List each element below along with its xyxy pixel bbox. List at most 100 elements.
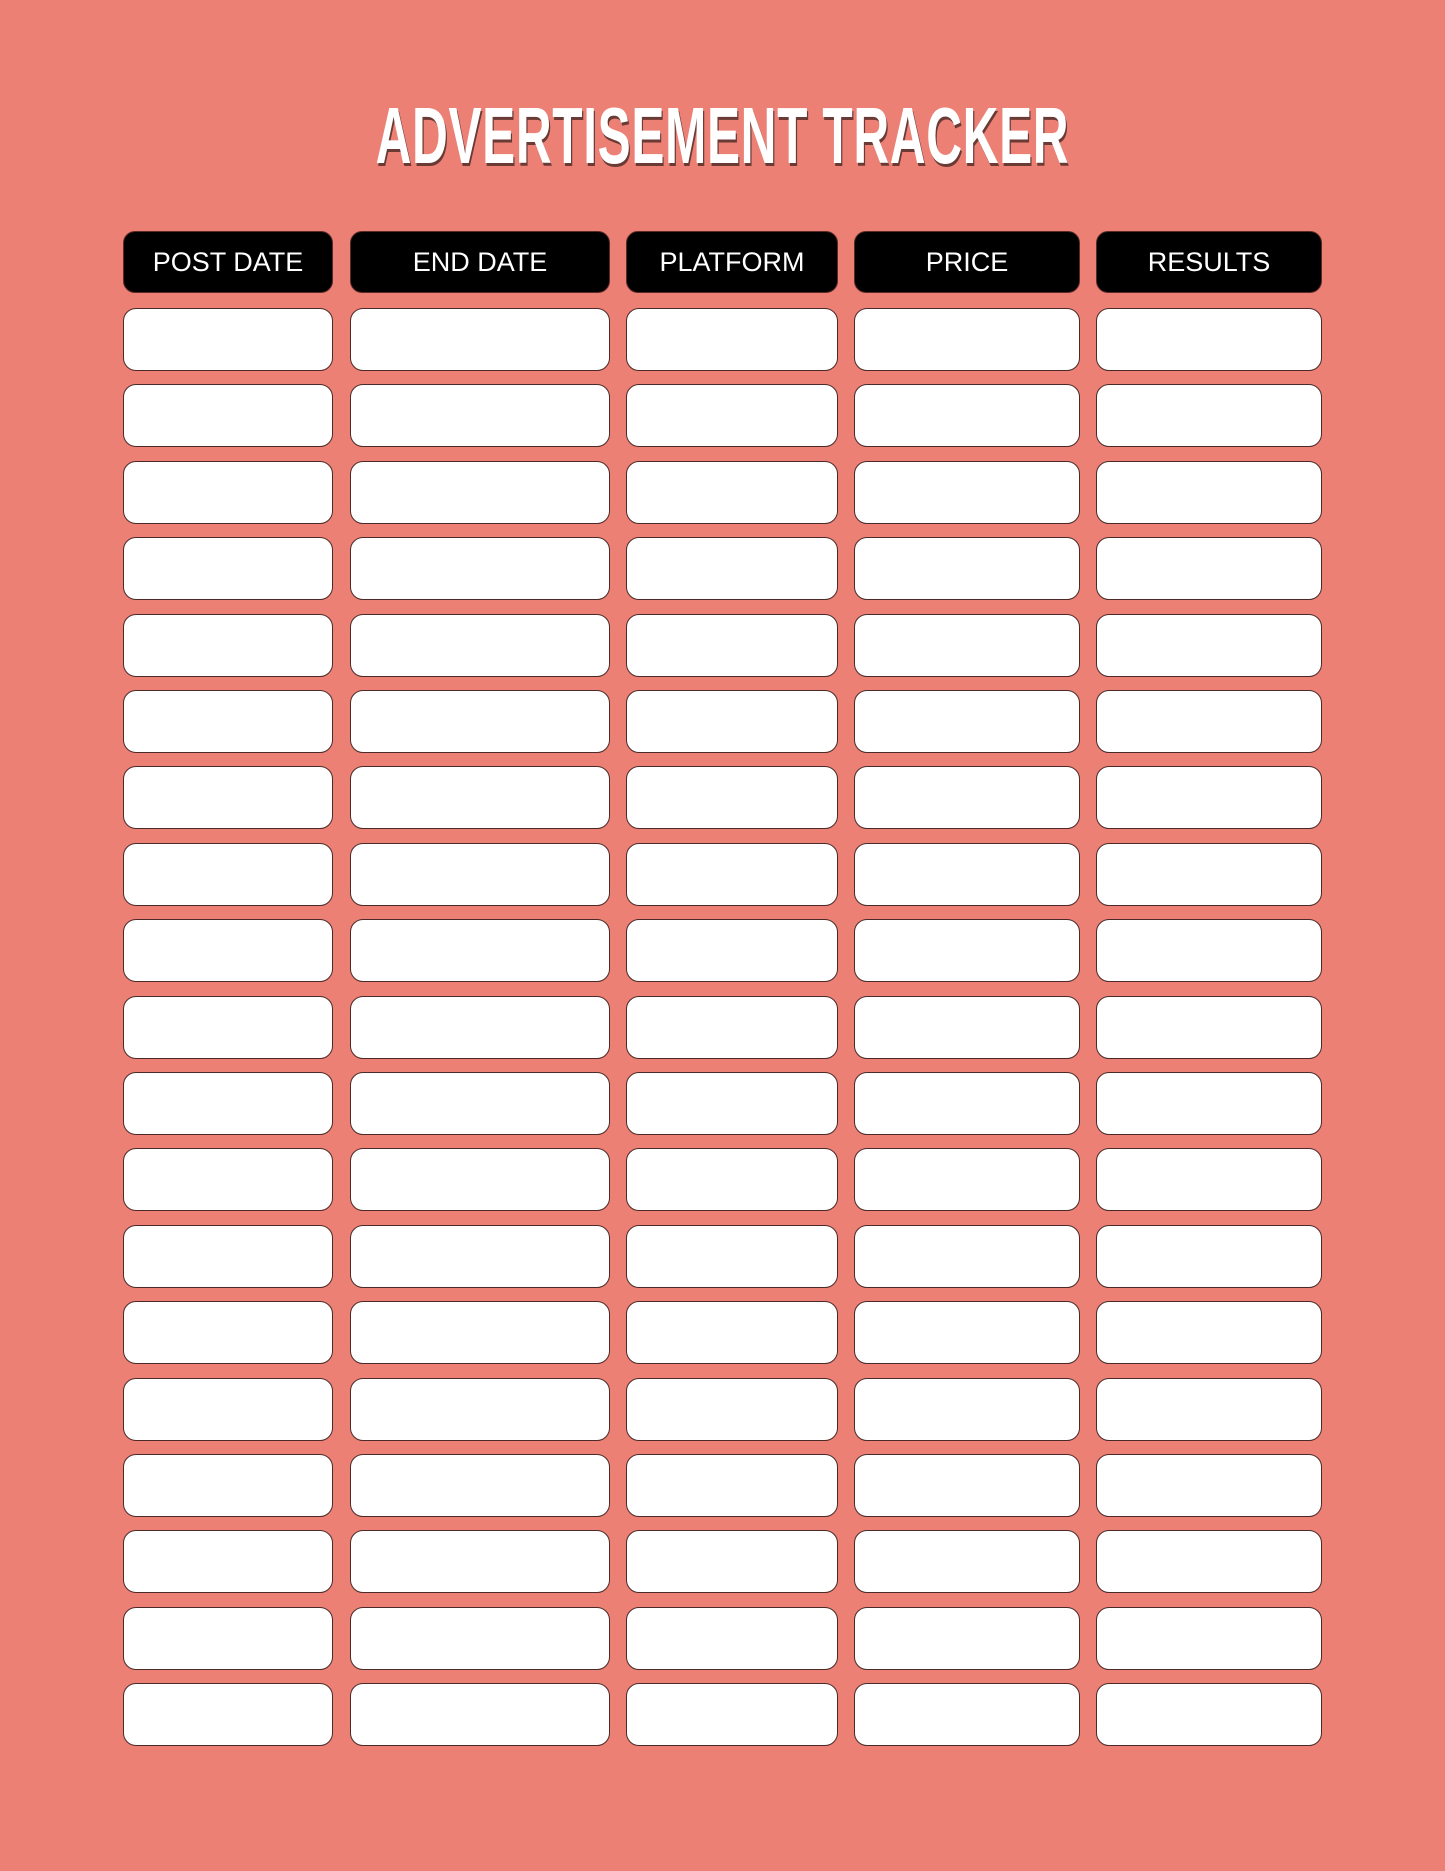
cell-end-date[interactable] bbox=[350, 995, 610, 1059]
column-header-results: RESULTS bbox=[1096, 231, 1322, 293]
cell-end-date[interactable] bbox=[350, 1377, 610, 1441]
cell-platform[interactable] bbox=[626, 384, 838, 448]
cell-price[interactable] bbox=[854, 384, 1080, 448]
cell-post-date[interactable] bbox=[123, 1072, 333, 1135]
cell-results[interactable] bbox=[1096, 919, 1322, 983]
cell-platform[interactable] bbox=[626, 1377, 838, 1441]
cell-platform[interactable] bbox=[626, 690, 838, 753]
cell-end-date[interactable] bbox=[350, 613, 610, 677]
cell-post-date[interactable] bbox=[123, 766, 333, 830]
cell-price[interactable] bbox=[854, 919, 1080, 983]
cell-end-date[interactable] bbox=[350, 1530, 610, 1594]
cell-end-date[interactable] bbox=[350, 919, 610, 983]
cell-end-date[interactable] bbox=[350, 1072, 610, 1135]
cell-price[interactable] bbox=[854, 995, 1080, 1059]
cell-price[interactable] bbox=[854, 613, 1080, 677]
cell-results[interactable] bbox=[1096, 1606, 1322, 1670]
cell-results[interactable] bbox=[1096, 384, 1322, 448]
cell-price[interactable] bbox=[854, 766, 1080, 830]
cell-platform[interactable] bbox=[626, 460, 838, 524]
column-header-end-date: END DATE bbox=[350, 231, 610, 293]
cell-price[interactable] bbox=[854, 842, 1080, 906]
cell-post-date[interactable] bbox=[123, 1530, 333, 1594]
column-header-price: PRICE bbox=[854, 231, 1080, 293]
cell-platform[interactable] bbox=[626, 1454, 838, 1517]
cell-end-date[interactable] bbox=[350, 1224, 610, 1288]
cell-post-date[interactable] bbox=[123, 919, 333, 983]
cell-results[interactable] bbox=[1096, 613, 1322, 677]
cell-platform[interactable] bbox=[626, 995, 838, 1059]
cell-end-date[interactable] bbox=[350, 1454, 610, 1517]
cell-platform[interactable] bbox=[626, 1148, 838, 1212]
cell-price[interactable] bbox=[854, 1148, 1080, 1212]
page-title: ADVERTISEMENT TRACKER bbox=[375, 91, 1070, 180]
cell-post-date[interactable] bbox=[123, 308, 333, 371]
cell-price[interactable] bbox=[854, 460, 1080, 524]
cell-end-date[interactable] bbox=[350, 1683, 610, 1747]
cell-end-date[interactable] bbox=[350, 537, 610, 601]
cell-platform[interactable] bbox=[626, 613, 838, 677]
cell-results[interactable] bbox=[1096, 842, 1322, 906]
cell-post-date[interactable] bbox=[123, 1683, 333, 1747]
cell-results[interactable] bbox=[1096, 460, 1322, 524]
cell-results[interactable] bbox=[1096, 1301, 1322, 1365]
cell-results[interactable] bbox=[1096, 1072, 1322, 1135]
cell-post-date[interactable] bbox=[123, 537, 333, 601]
cell-results[interactable] bbox=[1096, 308, 1322, 371]
cell-platform[interactable] bbox=[626, 842, 838, 906]
cell-end-date[interactable] bbox=[350, 766, 610, 830]
cell-price[interactable] bbox=[854, 1377, 1080, 1441]
cell-end-date[interactable] bbox=[350, 1606, 610, 1670]
cell-platform[interactable] bbox=[626, 766, 838, 830]
cell-price[interactable] bbox=[854, 308, 1080, 371]
cell-results[interactable] bbox=[1096, 1454, 1322, 1517]
cell-post-date[interactable] bbox=[123, 995, 333, 1059]
cell-results[interactable] bbox=[1096, 1530, 1322, 1594]
cell-post-date[interactable] bbox=[123, 1148, 333, 1212]
cell-post-date[interactable] bbox=[123, 1224, 333, 1288]
cell-platform[interactable] bbox=[626, 308, 838, 371]
cell-post-date[interactable] bbox=[123, 613, 333, 677]
cell-price[interactable] bbox=[854, 690, 1080, 753]
cell-price[interactable] bbox=[854, 1301, 1080, 1365]
cell-results[interactable] bbox=[1096, 537, 1322, 601]
cell-platform[interactable] bbox=[626, 1606, 838, 1670]
cell-price[interactable] bbox=[854, 1454, 1080, 1517]
cell-results[interactable] bbox=[1096, 1224, 1322, 1288]
cell-platform[interactable] bbox=[626, 1224, 838, 1288]
cell-platform[interactable] bbox=[626, 537, 838, 601]
cell-post-date[interactable] bbox=[123, 690, 333, 753]
cell-end-date[interactable] bbox=[350, 460, 610, 524]
cell-platform[interactable] bbox=[626, 1301, 838, 1365]
cell-results[interactable] bbox=[1096, 1377, 1322, 1441]
column-header-platform: PLATFORM bbox=[626, 231, 838, 293]
cell-end-date[interactable] bbox=[350, 842, 610, 906]
cell-price[interactable] bbox=[854, 537, 1080, 601]
cell-price[interactable] bbox=[854, 1683, 1080, 1747]
cell-results[interactable] bbox=[1096, 690, 1322, 753]
cell-price[interactable] bbox=[854, 1072, 1080, 1135]
cell-post-date[interactable] bbox=[123, 1377, 333, 1441]
cell-end-date[interactable] bbox=[350, 384, 610, 448]
cell-platform[interactable] bbox=[626, 1530, 838, 1594]
cell-price[interactable] bbox=[854, 1224, 1080, 1288]
cell-post-date[interactable] bbox=[123, 460, 333, 524]
cell-post-date[interactable] bbox=[123, 842, 333, 906]
cell-post-date[interactable] bbox=[123, 384, 333, 448]
cell-end-date[interactable] bbox=[350, 1148, 610, 1212]
cell-post-date[interactable] bbox=[123, 1301, 333, 1365]
cell-platform[interactable] bbox=[626, 1683, 838, 1747]
cell-platform[interactable] bbox=[626, 1072, 838, 1135]
cell-post-date[interactable] bbox=[123, 1454, 333, 1517]
cell-price[interactable] bbox=[854, 1606, 1080, 1670]
cell-results[interactable] bbox=[1096, 995, 1322, 1059]
cell-platform[interactable] bbox=[626, 919, 838, 983]
cell-end-date[interactable] bbox=[350, 690, 610, 753]
cell-results[interactable] bbox=[1096, 1148, 1322, 1212]
cell-post-date[interactable] bbox=[123, 1606, 333, 1670]
cell-results[interactable] bbox=[1096, 1683, 1322, 1747]
cell-end-date[interactable] bbox=[350, 308, 610, 371]
cell-results[interactable] bbox=[1096, 766, 1322, 830]
cell-price[interactable] bbox=[854, 1530, 1080, 1594]
cell-end-date[interactable] bbox=[350, 1301, 610, 1365]
